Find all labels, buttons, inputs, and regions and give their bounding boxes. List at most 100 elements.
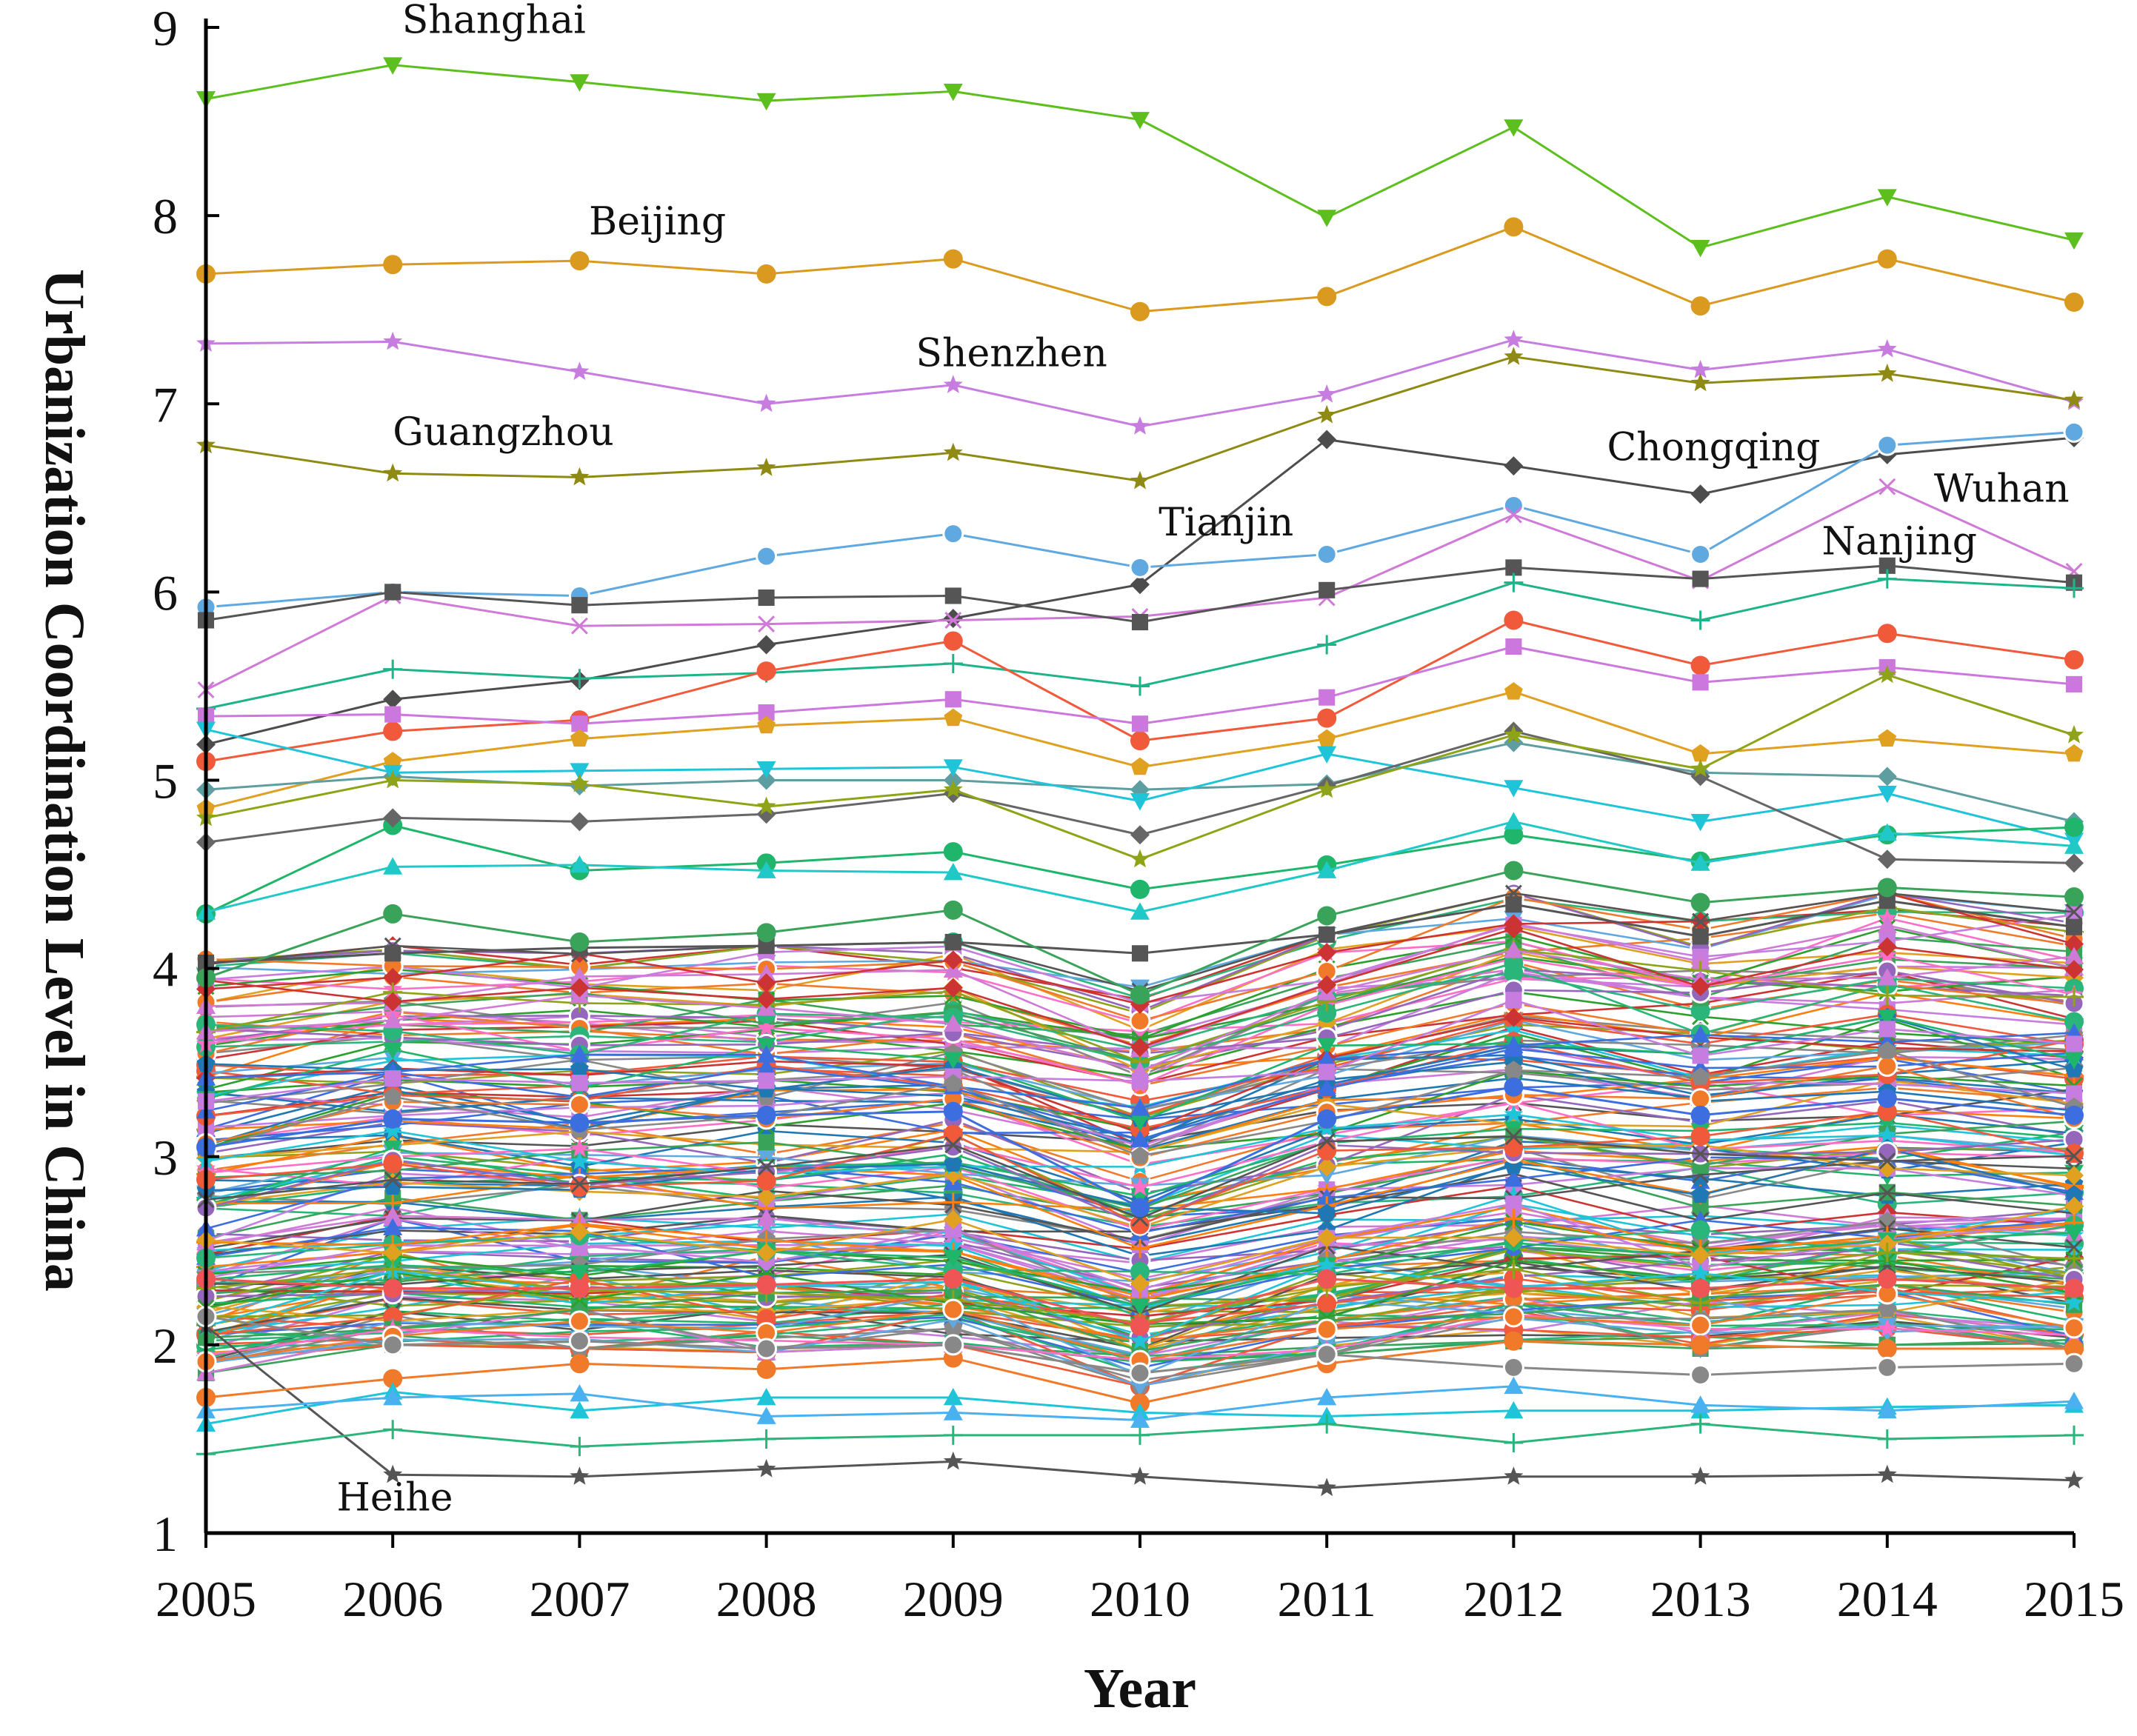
background-data-point bbox=[384, 1070, 401, 1087]
data-point-city bbox=[1130, 793, 1150, 811]
background-data-point bbox=[2064, 1052, 2084, 1069]
background-data-point bbox=[1690, 1263, 1710, 1282]
data-point-guangzhou bbox=[943, 442, 963, 461]
data-point-city bbox=[1317, 1109, 1337, 1129]
data-point-guangzhou bbox=[1130, 470, 1150, 490]
data-point-city bbox=[1317, 635, 1337, 655]
background-data-point bbox=[756, 1171, 776, 1191]
data-point-city bbox=[943, 759, 963, 777]
x-tick-label: 2014 bbox=[1837, 1571, 1938, 1627]
background-data-point bbox=[2064, 1292, 2084, 1312]
background-data-point bbox=[1504, 1061, 1523, 1078]
background-data-point bbox=[942, 1298, 964, 1321]
background-data-point bbox=[383, 992, 403, 1012]
background-data-point bbox=[1504, 1035, 1524, 1053]
series-nanjing bbox=[197, 557, 2083, 631]
data-point-city bbox=[383, 659, 403, 679]
data-point-chongqing bbox=[383, 690, 403, 710]
data-point-city bbox=[1505, 896, 1522, 913]
data-point-city bbox=[1317, 861, 1337, 878]
x-tick-label: 2006 bbox=[342, 1571, 443, 1627]
data-point-beijing bbox=[1317, 287, 1337, 307]
background-data-point bbox=[2064, 960, 2084, 980]
background-data-point bbox=[570, 1044, 590, 1063]
data-point-city bbox=[381, 1334, 404, 1356]
background-data-point bbox=[1878, 1152, 1896, 1170]
background-data-point bbox=[383, 1259, 403, 1279]
series-city bbox=[196, 664, 2084, 868]
background-data-point bbox=[2063, 1317, 2085, 1339]
data-point-city bbox=[1130, 985, 1150, 1005]
background-series bbox=[196, 919, 2084, 1058]
background-data-point bbox=[1877, 937, 1897, 957]
x-tick-label: 2005 bbox=[156, 1571, 256, 1627]
data-point-city bbox=[1130, 731, 1150, 751]
data-point-shenzhen bbox=[1504, 330, 1524, 348]
annotations: Shanghai Beijing Shenzhen Guangzhou Chongqin… bbox=[337, 0, 2070, 1520]
data-point-city bbox=[2064, 1392, 2084, 1409]
background-data-point bbox=[2064, 1196, 2084, 1216]
data-point-nanjing bbox=[1131, 613, 1149, 631]
data-point-city bbox=[570, 1383, 590, 1402]
data-point-nanjing bbox=[1505, 559, 1522, 576]
background-data-point bbox=[1504, 1169, 1524, 1187]
background-data-point bbox=[1504, 1138, 1524, 1158]
data-point-nanjing bbox=[384, 584, 401, 601]
data-point-city bbox=[570, 669, 590, 689]
data-point-guangzhou bbox=[756, 458, 776, 476]
background-data-point bbox=[2065, 1238, 2083, 1256]
background-data-point bbox=[944, 1136, 962, 1154]
background-data-point bbox=[1130, 1378, 1150, 1396]
city-label: Shenzhen bbox=[916, 331, 1107, 375]
background-data-point bbox=[1504, 1209, 1524, 1229]
data-point-city bbox=[2065, 675, 2083, 692]
data-point-city bbox=[2064, 744, 2084, 762]
background-data-point bbox=[756, 1045, 776, 1063]
series-line-shanghai bbox=[205, 64, 2075, 249]
data-point-beijing bbox=[1690, 296, 1710, 316]
data-point-city bbox=[1877, 569, 1897, 589]
data-point-city bbox=[1131, 945, 1149, 962]
y-tick-label: 9 bbox=[153, 0, 178, 56]
data-point-city bbox=[943, 653, 963, 673]
data-point-city bbox=[1877, 624, 1897, 644]
data-point-wuhan bbox=[758, 615, 776, 633]
city-label: Shanghai bbox=[402, 0, 586, 43]
data-point-nanjing bbox=[944, 587, 961, 604]
data-point-city bbox=[1317, 708, 1337, 728]
data-point-city bbox=[570, 1354, 590, 1374]
data-point-city bbox=[2064, 724, 2084, 744]
background-data-point bbox=[1317, 1228, 1337, 1248]
background-data-point bbox=[1317, 1294, 1337, 1314]
city-label: Wuhan bbox=[1934, 467, 2070, 511]
data-point-city bbox=[570, 812, 590, 832]
background-data-point bbox=[944, 1074, 963, 1092]
data-point-city bbox=[1505, 638, 1522, 655]
y-axis-title: Urbanization Coordination Level in China bbox=[33, 269, 96, 1292]
data-point-city bbox=[1130, 676, 1150, 696]
y-tick-label: 3 bbox=[153, 1129, 178, 1186]
background-data-point bbox=[1316, 1318, 1338, 1341]
data-point-wuhan bbox=[1878, 478, 1896, 495]
background-data-point bbox=[2065, 1035, 2083, 1052]
data-point-city bbox=[1877, 849, 1897, 869]
data-point-city bbox=[384, 706, 401, 723]
background-data-point bbox=[1690, 1245, 1710, 1265]
background-data-point bbox=[943, 1192, 963, 1212]
background-data-point bbox=[1130, 1177, 1150, 1196]
data-point-city bbox=[568, 1330, 590, 1352]
data-point-shenzhen bbox=[1317, 384, 1337, 403]
data-point-city bbox=[570, 1401, 590, 1419]
data-point-city bbox=[1130, 757, 1150, 775]
background-data-point bbox=[383, 1218, 403, 1235]
background-data-point bbox=[1504, 1259, 1524, 1279]
background-data-point bbox=[1876, 1055, 1898, 1078]
data-point-shenzhen bbox=[383, 331, 403, 350]
background-data-point bbox=[1317, 975, 1337, 995]
background-data-point bbox=[1691, 1185, 1710, 1203]
data-point-city bbox=[1131, 715, 1149, 732]
series-beijing bbox=[196, 217, 2084, 321]
data-point-wuhan bbox=[1504, 506, 1522, 524]
background-data-point bbox=[1130, 1298, 1150, 1316]
data-point-city bbox=[1690, 1395, 1710, 1413]
